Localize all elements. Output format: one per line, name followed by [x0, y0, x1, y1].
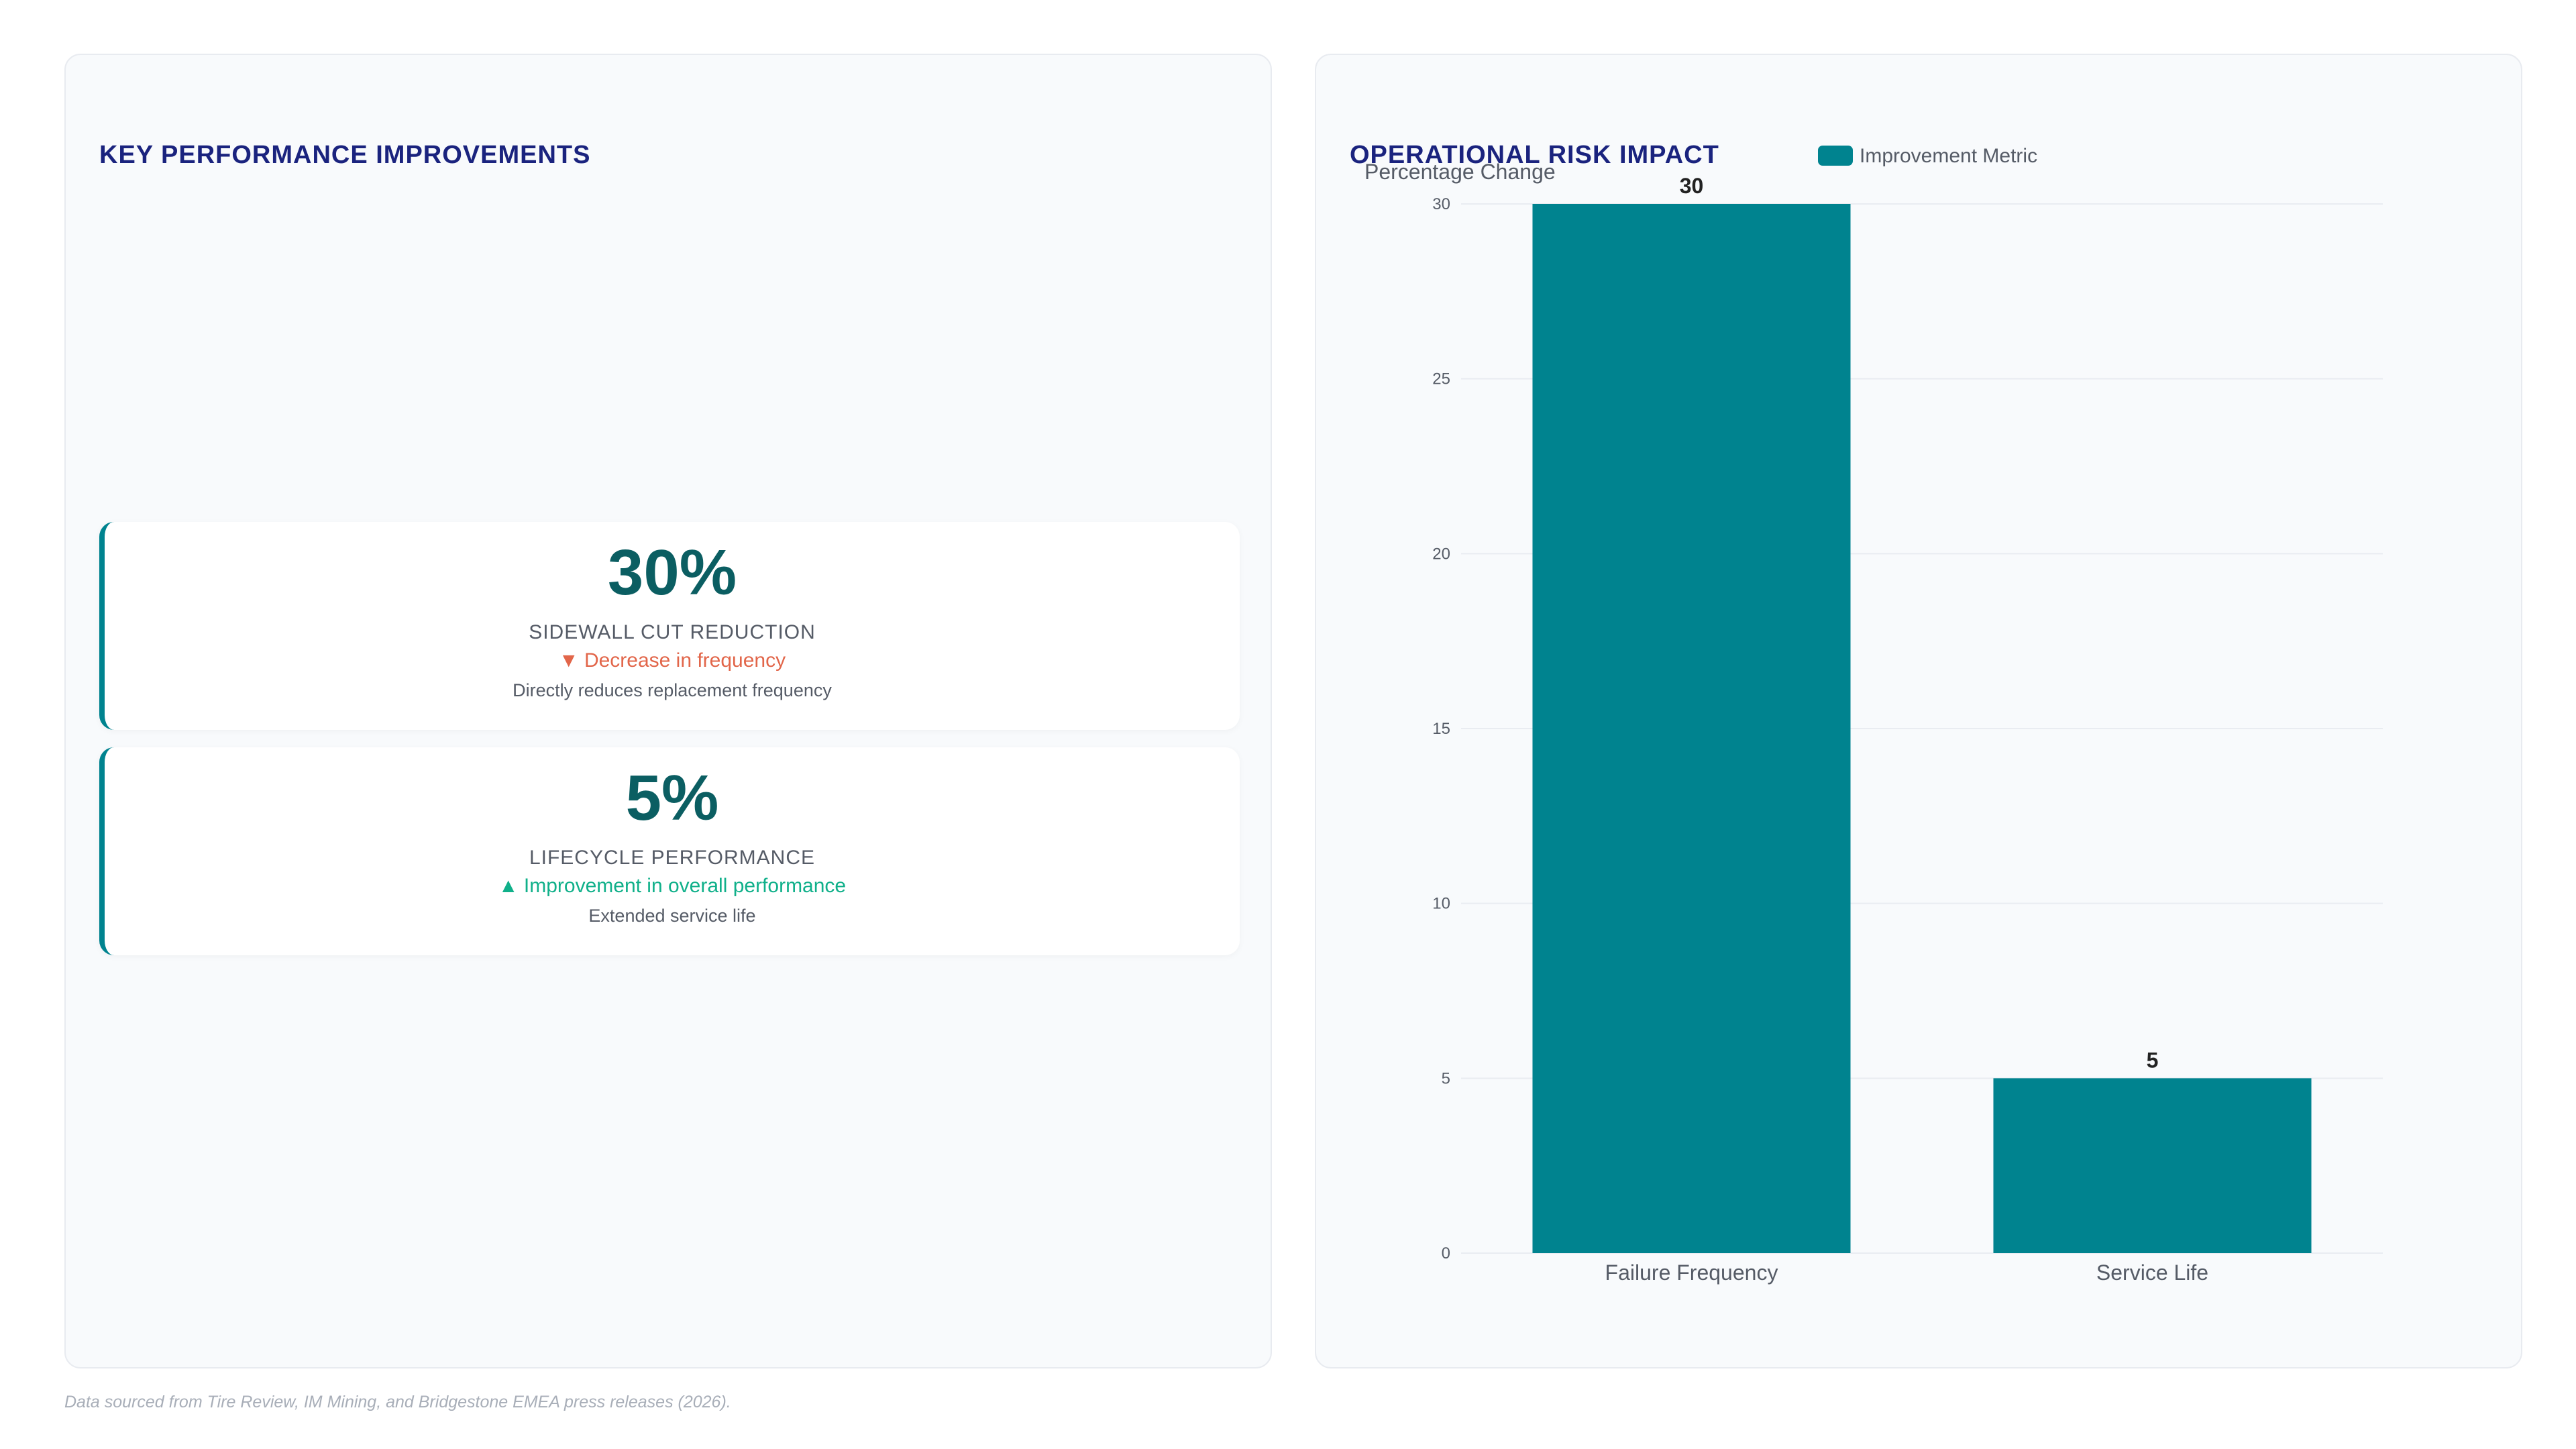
bar — [1532, 204, 1851, 1253]
kpi-trend: ▼ Decrease in frequency — [105, 649, 1240, 672]
y-tick-label: 10 — [1432, 895, 1450, 913]
kpi-trend-text: Decrease in frequency — [584, 649, 786, 672]
footer-source-note: Data sourced from Tire Review, IM Mining… — [64, 1393, 731, 1411]
chart-panel-title: OPERATIONAL RISK IMPACT — [1350, 141, 1719, 169]
x-category-label: Service Life — [2096, 1260, 2208, 1285]
y-tick-label: 20 — [1432, 545, 1450, 563]
y-tick-label: 30 — [1432, 195, 1450, 213]
triangle-up-icon: ▲ — [498, 875, 519, 897]
kpi-panel: KEY PERFORMANCE IMPROVEMENTS 30% SIDEWAL… — [64, 54, 1272, 1368]
chart-panel: OPERATIONAL RISK IMPACT 0 5 10 15 20 25 30 Perc… — [1315, 54, 2522, 1368]
kpi-label: LIFECYCLE PERFORMANCE — [529, 847, 816, 869]
kpi-label: SIDEWALL CUT REDUCTION — [529, 621, 816, 643]
y-tick-label: 5 — [1442, 1069, 1450, 1087]
legend-label: Improvement Metric — [1860, 145, 2037, 167]
kpi-value: 30% — [607, 537, 737, 608]
kpi-description: Extended service life — [588, 906, 756, 926]
kpi-trend: ▲ Improvement in overall performance — [105, 875, 1240, 898]
y-tick-label: 15 — [1432, 720, 1450, 738]
triangle-down-icon: ▼ — [558, 649, 579, 672]
kpi-trend-text: Improvement in overall performance — [523, 875, 847, 897]
bar — [1993, 1078, 2312, 1253]
y-tick-label: 0 — [1442, 1244, 1450, 1263]
bar-data-label: 5 — [2147, 1048, 2159, 1072]
y-axis-label: Percentage Change — [1364, 160, 1556, 184]
kpi-card-lifecycle: 5% LIFECYCLE PERFORMANCE ▲ Improvement i… — [99, 747, 1240, 955]
bar-data-label: 30 — [1680, 174, 1704, 198]
legend-swatch — [1818, 146, 1853, 166]
y-tick-label: 25 — [1432, 370, 1450, 388]
kpi-description: Directly reduces replacement frequency — [513, 680, 832, 700]
bar-chart: 0 5 10 15 20 25 30 Percentage Change Improvement… — [1364, 145, 2383, 1285]
x-category-label: Failure Frequency — [1605, 1260, 1778, 1285]
kpi-card-sidewall-cut: 30% SIDEWALL CUT REDUCTION ▼ Decrease in… — [99, 522, 1240, 730]
kpi-panel-title: KEY PERFORMANCE IMPROVEMENTS — [99, 141, 591, 169]
kpi-value: 5% — [625, 762, 719, 834]
